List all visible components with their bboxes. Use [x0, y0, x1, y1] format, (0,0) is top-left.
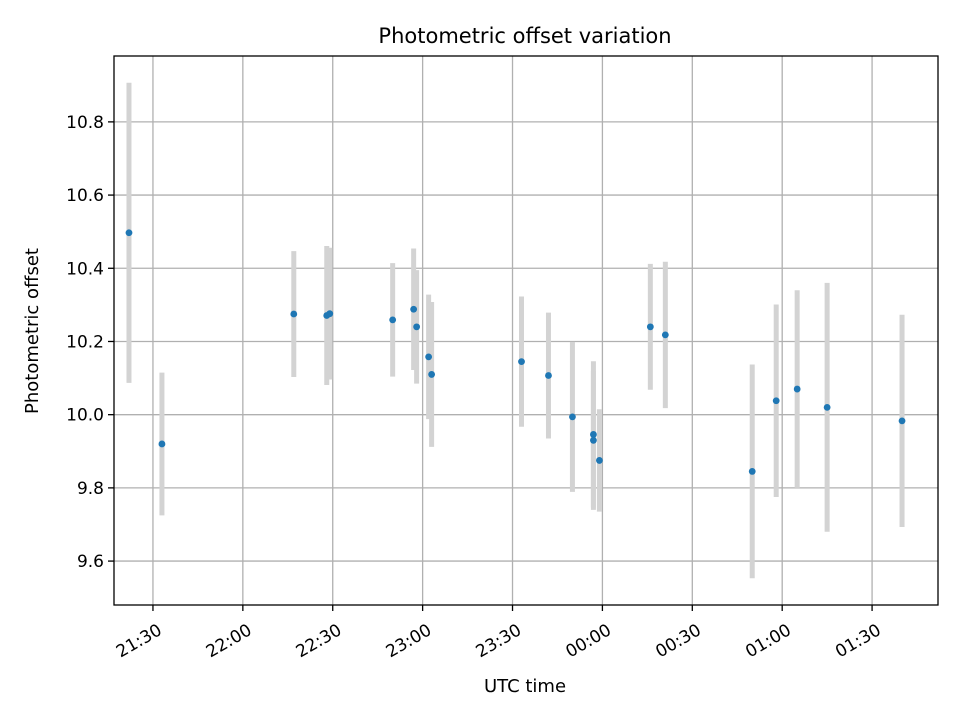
y-tick-label: 10.2	[66, 332, 104, 352]
y-tick-label: 10.0	[66, 406, 104, 426]
data-point	[590, 436, 597, 444]
y-tick-label: 9.8	[77, 479, 104, 499]
data-point	[326, 310, 334, 318]
y-axis: 9.6 9.8 10.0 10.2 10.4 10.6 10.8	[66, 113, 114, 572]
y-tick-label: 10.4	[66, 259, 104, 279]
data-point	[158, 440, 166, 448]
plot-frame	[113, 55, 939, 606]
data-point	[772, 397, 780, 405]
data-point	[290, 310, 298, 318]
data-point	[596, 457, 603, 464]
data-point	[425, 353, 433, 361]
y-tick-label: 10.6	[66, 186, 104, 206]
data-point	[646, 323, 654, 331]
y-tick-label: 10.8	[66, 113, 104, 133]
grid	[114, 56, 938, 605]
x-axis-label: UTC time	[484, 676, 566, 697]
data-point	[748, 468, 756, 475]
data-point	[661, 331, 669, 339]
chart-title: Photometric offset variation	[378, 24, 671, 48]
data-point	[569, 413, 576, 421]
data-point	[410, 305, 418, 313]
data-point	[389, 316, 397, 324]
data-point	[823, 403, 831, 411]
data-points	[125, 229, 906, 475]
data-point	[518, 358, 525, 366]
y-axis-label: Photometric offset	[22, 248, 43, 414]
data-point	[413, 323, 421, 331]
data-point	[793, 385, 801, 393]
data-point	[125, 229, 133, 237]
y-tick-label: 9.6	[77, 552, 104, 572]
data-point	[898, 417, 906, 425]
data-point	[545, 372, 552, 379]
data-point	[590, 431, 597, 438]
data-point	[428, 371, 436, 378]
